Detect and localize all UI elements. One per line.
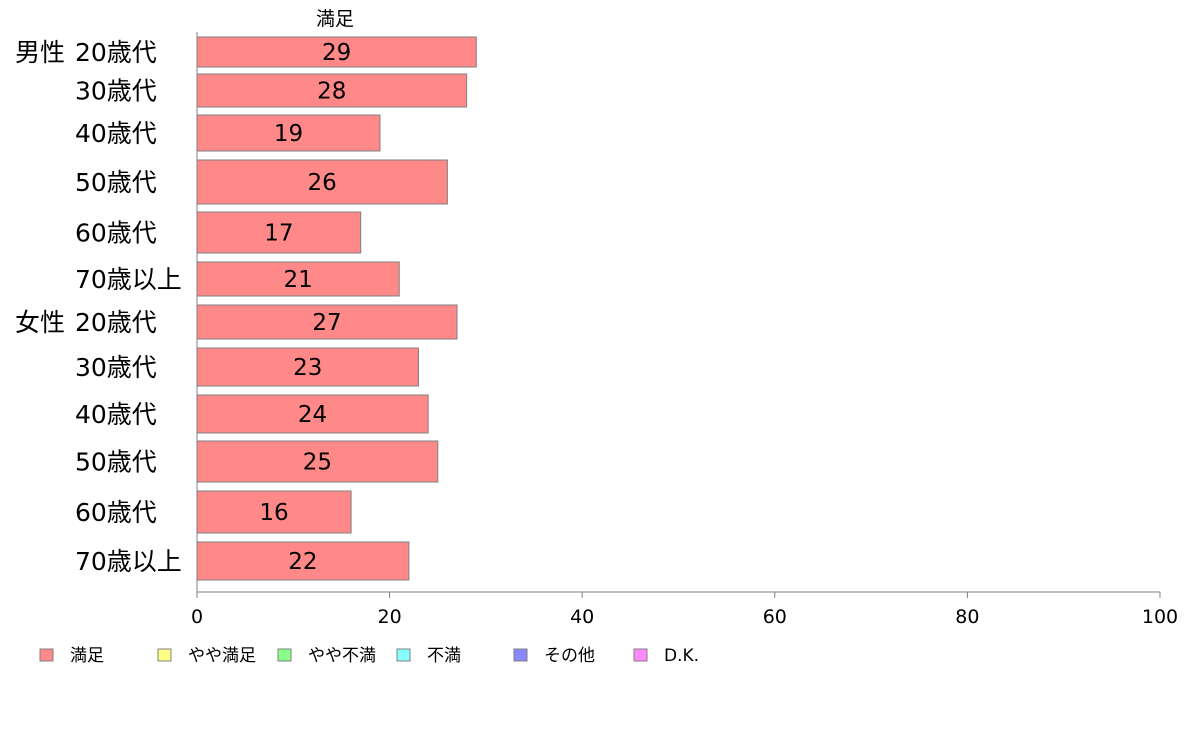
category-label: 60歳代 bbox=[75, 219, 157, 248]
bar-value-label: 19 bbox=[274, 121, 303, 147]
legend-swatch bbox=[39, 648, 54, 662]
x-tick-label: 40 bbox=[570, 606, 594, 628]
bar-male-2 bbox=[196, 114, 381, 152]
bar-female-3 bbox=[196, 440, 439, 483]
legend-label: その他 bbox=[544, 646, 595, 666]
legend-label: やや満足 bbox=[188, 646, 256, 666]
x-tick-label: 0 bbox=[191, 606, 203, 628]
legend-swatch bbox=[633, 648, 648, 662]
bar-value-label: 28 bbox=[317, 79, 346, 105]
bar-value-label: 23 bbox=[293, 355, 322, 381]
legend-label: 不満 bbox=[427, 646, 461, 666]
bar-value-label: 22 bbox=[288, 549, 317, 575]
category-label: 50歳代 bbox=[75, 168, 157, 197]
category-label: 50歳代 bbox=[75, 448, 157, 477]
category-label: 60歳代 bbox=[75, 498, 157, 527]
legend-swatch bbox=[513, 648, 528, 662]
bar-female-5 bbox=[196, 541, 410, 581]
bar-value-label: 29 bbox=[322, 40, 351, 66]
x-tick-label: 100 bbox=[1142, 606, 1178, 628]
category-label: 70歳以上 bbox=[75, 547, 182, 576]
bar-value-label: 26 bbox=[308, 170, 337, 196]
legend-label: D.K. bbox=[664, 646, 699, 666]
category-label: 30歳代 bbox=[75, 77, 157, 106]
bar-female-4 bbox=[196, 490, 352, 534]
category-label: 30歳代 bbox=[75, 353, 157, 382]
group-label: 女性 bbox=[15, 308, 65, 337]
legend-swatch bbox=[396, 648, 411, 662]
series-title: 満足 bbox=[316, 8, 354, 30]
bar-value-label: 21 bbox=[283, 267, 312, 293]
bar-male-1 bbox=[196, 73, 468, 108]
bar-value-label: 16 bbox=[259, 500, 288, 526]
category-label: 70歳以上 bbox=[75, 265, 182, 294]
bar-male-4 bbox=[196, 211, 362, 254]
legend-swatch bbox=[277, 648, 292, 662]
bar-female-0 bbox=[196, 304, 458, 340]
bar-value-label: 27 bbox=[312, 310, 341, 336]
bar-male-3 bbox=[196, 159, 448, 205]
legend-label: やや不満 bbox=[308, 646, 376, 666]
bar-value-label: 24 bbox=[298, 402, 327, 428]
category-label: 40歳代 bbox=[75, 400, 157, 429]
x-tick-label: 60 bbox=[763, 606, 787, 628]
legend-swatch bbox=[157, 648, 172, 662]
category-label: 40歳代 bbox=[75, 119, 157, 148]
category-label: 20歳代 bbox=[75, 38, 157, 67]
category-labels-layer: 20歳代男性30歳代40歳代50歳代60歳代70歳以上20歳代女性30歳代40歳… bbox=[15, 38, 182, 576]
bar-value-label: 25 bbox=[303, 450, 332, 476]
legend: 満足 やや満足 やや不満 不満 その他 D.K. bbox=[39, 646, 699, 666]
category-label: 20歳代 bbox=[75, 308, 157, 337]
x-tick-label: 80 bbox=[955, 606, 979, 628]
x-tick-label: 20 bbox=[378, 606, 402, 628]
group-label: 男性 bbox=[15, 38, 65, 67]
bar-value-label: 17 bbox=[264, 221, 293, 247]
legend-label: 満足 bbox=[70, 646, 104, 666]
x-axis: 0 20 40 60 80 100 bbox=[191, 32, 1178, 628]
bar-male-0 bbox=[196, 36, 477, 68]
